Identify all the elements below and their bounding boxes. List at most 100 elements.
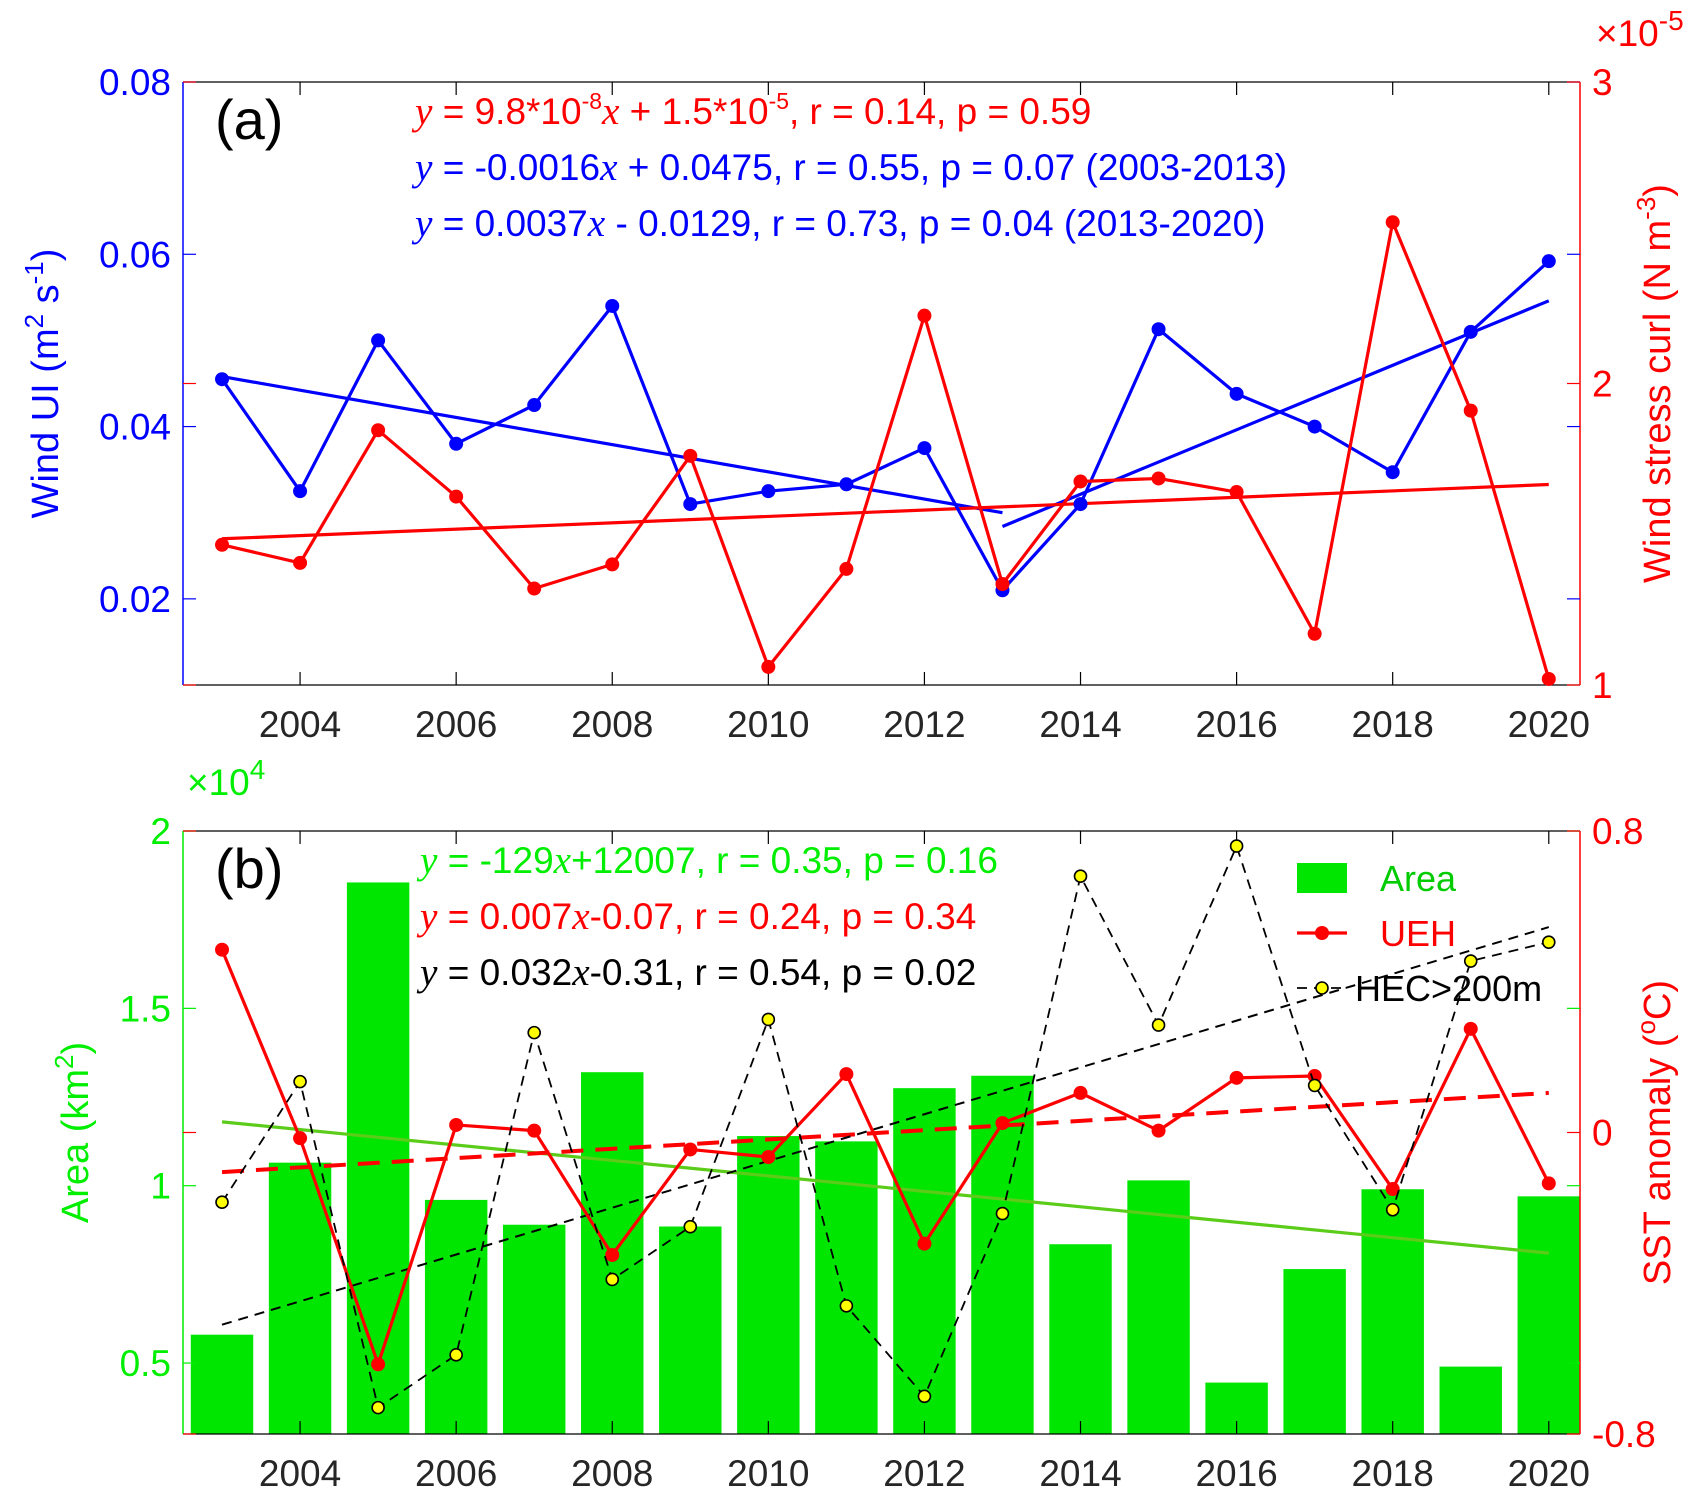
series-point-2020: [1541, 671, 1556, 686]
area-bar-2011: [815, 1141, 878, 1434]
annotation-part: y: [411, 90, 433, 133]
series-point-2006: [449, 1117, 464, 1132]
series-point-2018: [1385, 215, 1400, 230]
area-bar-2013: [971, 1075, 1034, 1434]
series-point-2017: [1307, 419, 1322, 434]
panel-label: (a): [215, 88, 283, 151]
series-point-2006: [449, 1348, 463, 1362]
trend-line-2: [221, 926, 1550, 1326]
regression-annotation-2: y = 0.0037x - 0.0129, r = 0.73, p = 0.04…: [411, 202, 1265, 245]
series-point-2004: [293, 484, 308, 499]
right-tick-label: -0.8: [1592, 1414, 1656, 1455]
series-point-2020: [1541, 935, 1556, 949]
area-bar-2015: [1127, 1180, 1190, 1434]
label-sup: -1: [19, 261, 49, 284]
series-point-2005: [371, 1357, 386, 1372]
axis-multiplier: ×104: [187, 754, 265, 803]
trend-line-0: [221, 1120, 1549, 1255]
annotation-part: = 9.8*10: [432, 91, 581, 132]
series-point-2012: [917, 1389, 932, 1404]
legend-label: UEH: [1380, 913, 1456, 954]
multiplier-exp: 4: [250, 754, 266, 785]
series-point-2013: [995, 1206, 1010, 1221]
right-axis-label: Wind stress curl (N m-3): [1631, 184, 1679, 583]
series-point-2009: [683, 448, 698, 463]
series-point-2012: [917, 441, 932, 456]
left-axis-label: Wind UI (m2 s-1): [19, 249, 67, 519]
series-point-2003: [215, 1195, 229, 1210]
series-point-2007: [527, 398, 542, 413]
x-tick-label: 2018: [1352, 704, 1434, 745]
right-axis-label: SST anomaly (oC): [1631, 980, 1679, 1285]
series-line-HEC>200m: [221, 845, 1549, 1409]
series-point-2004: [293, 1131, 308, 1146]
x-tick-label: 2006: [415, 1453, 497, 1494]
annotation-part: = -129: [437, 840, 553, 881]
x-tick-label: 2018: [1352, 1453, 1434, 1494]
series-point-2016: [1229, 485, 1244, 500]
label-sup: o: [1631, 1020, 1661, 1034]
x-tick-label: 2004: [259, 704, 341, 745]
annotation-part: + 1.5*10: [619, 91, 768, 132]
annotation-part: -0.31, r = 0.54, p = 0.02: [590, 952, 977, 993]
label-part: SST anomaly (: [1637, 1034, 1679, 1285]
x-tick-label: 2014: [1039, 1453, 1121, 1494]
area-bar-2004: [268, 1162, 332, 1434]
left-tick-label: 0.04: [99, 407, 171, 448]
series-point-2009: [683, 1142, 698, 1157]
annotation-part: x: [571, 895, 590, 938]
legend-marker-ueh: [1315, 926, 1329, 940]
label-sup: -3: [1631, 197, 1661, 220]
annotation-part: x: [587, 202, 606, 245]
series-point-2015: [1151, 1123, 1166, 1138]
panel-label: (b): [215, 837, 283, 900]
series-point-2015: [1151, 322, 1166, 337]
annotation-part: y: [411, 202, 433, 245]
legend-label: HEC>200m: [1355, 968, 1542, 1009]
series-point-2017: [1307, 1068, 1322, 1083]
series-point-2013: [995, 1116, 1010, 1131]
series-point-2006: [449, 489, 464, 504]
label-part: ): [55, 1042, 97, 1055]
series-point-2012: [917, 308, 932, 323]
left-tick-label: 1.5: [120, 988, 171, 1029]
label-part: ): [25, 249, 67, 262]
regression-annotation-1: y = 0.007x-0.07, r = 0.24, p = 0.34: [416, 895, 976, 938]
x-tick-label: 2014: [1039, 704, 1121, 745]
series-point-2011: [839, 1067, 854, 1082]
series-point-2014: [1073, 497, 1088, 512]
regression-annotation-2: y = 0.032x-0.31, r = 0.54, p = 0.02: [416, 951, 976, 994]
axis-multiplier: ×10-5: [1596, 5, 1684, 54]
series-line-0: [220, 259, 1550, 592]
left-tick-label: 1: [150, 1166, 171, 1207]
area-bar-2006: [424, 1199, 488, 1434]
area-bar-2007: [502, 1224, 566, 1434]
x-tick-label: 2020: [1508, 1453, 1590, 1494]
series-point-2017: [1307, 626, 1322, 641]
label-sup: 2: [49, 1055, 79, 1069]
x-tick-label: 2008: [571, 1453, 653, 1494]
label-part: Wind UI (m: [25, 328, 67, 518]
series-point-2014: [1073, 474, 1088, 489]
annotation-part: = 0.0037: [432, 203, 587, 244]
annotation-part: + 0.0475, r = 0.55, p = 0.07 (2003-2013): [618, 147, 1288, 188]
area-bar-2003: [190, 1334, 254, 1434]
annotation-part: - 0.0129, r = 0.73, p = 0.04 (2013-2020): [605, 203, 1265, 244]
legend: Area UEH HEC>200m: [1297, 858, 1542, 1009]
series-point-2010: [761, 659, 776, 674]
series-point-2008: [605, 1247, 620, 1262]
left-axis-label: Area (km2): [49, 1042, 97, 1223]
legend-swatch-area: [1297, 863, 1347, 893]
area-bar-2010: [737, 1136, 800, 1434]
legend-marker-hec: [1315, 981, 1329, 995]
series-point-2017: [1307, 1078, 1322, 1093]
series-point-2011: [839, 561, 854, 576]
area-bar-2017: [1283, 1269, 1346, 1434]
annotation-part: -0.07, r = 0.24, p = 0.34: [590, 896, 977, 937]
trend-line-1: [1001, 299, 1550, 528]
series-point-2005: [371, 423, 386, 438]
x-tick-label: 2012: [883, 1453, 965, 1494]
x-tick-label: 2010: [727, 704, 809, 745]
series-point-2008: [605, 298, 620, 313]
